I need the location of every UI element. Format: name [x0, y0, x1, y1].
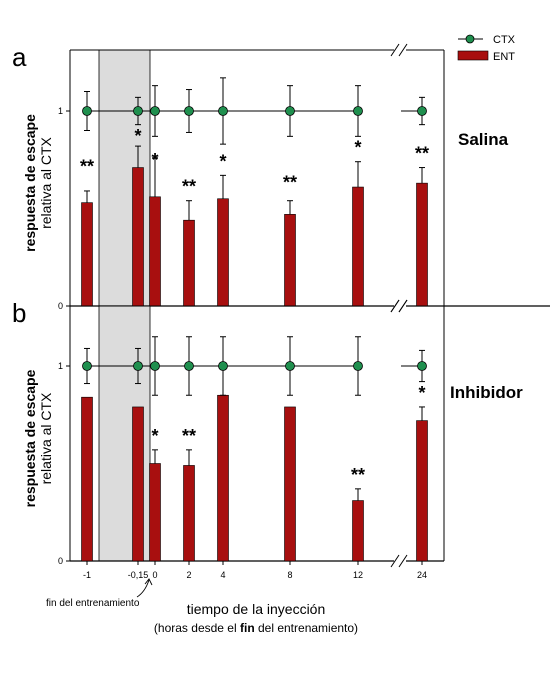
y-axis-label: relativa al CTX	[38, 136, 54, 228]
x-axis-subtitle: (horas desde el fin del entrenamiento)	[154, 621, 358, 635]
x-axis-subtitle-bold: fin	[240, 621, 255, 635]
note-arrow-head	[144, 578, 153, 586]
axis-break-mark	[390, 554, 400, 568]
ent-bar	[416, 420, 428, 562]
x-tick-label: -0,15	[128, 570, 149, 580]
significance-marker: *	[134, 126, 141, 146]
condition-label: Salina	[458, 130, 509, 149]
y-axis-label-bold: respuesta de escape	[22, 114, 38, 252]
significance-marker: **	[351, 465, 365, 485]
ctx-point	[285, 361, 295, 371]
legend-ent-swatch	[457, 50, 489, 61]
axis-break-mark	[398, 299, 408, 313]
significance-marker: *	[418, 383, 425, 403]
significance-marker: **	[182, 426, 196, 446]
ctx-point	[353, 361, 363, 371]
y-tick-label: 1	[58, 361, 63, 371]
ent-bar	[183, 219, 195, 307]
x-axis-title: tiempo de la inyección	[187, 601, 326, 617]
axis-break-mark	[390, 299, 400, 313]
x-tick-label: 4	[220, 570, 225, 580]
x-axis-subtitle-pre: (horas desde el	[154, 621, 240, 635]
x-tick-label: 24	[417, 570, 427, 580]
ent-bar	[81, 202, 93, 307]
ent-bar	[183, 465, 195, 562]
x-tick-label: 8	[287, 570, 292, 580]
ent-bar	[81, 396, 93, 562]
ctx-point	[417, 106, 427, 116]
ctx-point	[184, 361, 194, 371]
ent-bar	[149, 196, 161, 307]
ctx-point	[82, 361, 92, 371]
significance-marker: **	[80, 157, 94, 177]
ctx-point	[417, 361, 427, 371]
ctx-point	[133, 361, 143, 371]
ctx-point	[218, 361, 228, 371]
x-tick-label: 12	[353, 570, 363, 580]
significance-marker: *	[151, 426, 158, 446]
note-arrow	[136, 579, 150, 598]
y-axis-label-bold: respuesta de escape	[22, 369, 38, 507]
y-tick-label: 0	[58, 556, 63, 566]
significance-marker: **	[415, 144, 429, 164]
ent-bar	[416, 182, 428, 307]
ent-bar	[352, 500, 364, 562]
legend: CTX ENT	[457, 34, 516, 63]
condition-label: Inhibidor	[450, 383, 523, 402]
ctx-point	[150, 361, 160, 371]
ctx-point	[218, 106, 228, 116]
ctx-point	[184, 106, 194, 116]
x-tick-label: -1	[83, 570, 91, 580]
panel-letter: a	[12, 42, 27, 72]
significance-marker: **	[283, 173, 297, 193]
ent-bar	[132, 167, 144, 307]
ent-bar	[217, 198, 229, 307]
legend-ctx-label: CTX	[493, 34, 516, 46]
axis-break-mark	[398, 554, 408, 568]
ctx-point	[150, 106, 160, 116]
ctx-point	[82, 106, 92, 116]
x-axis-subtitle-post: del entrenamiento)	[255, 621, 358, 635]
ent-bar	[284, 214, 296, 307]
ctx-point	[285, 106, 295, 116]
panel-letter: b	[12, 298, 26, 328]
significance-marker: *	[354, 138, 361, 158]
x-tick-label: 2	[186, 570, 191, 580]
legend-ent-label: ENT	[493, 51, 515, 63]
y-axis-label: relativa al CTX	[38, 392, 54, 484]
axis-break-mark	[390, 43, 400, 57]
y-tick-label: 0	[58, 301, 63, 311]
ent-bar	[217, 394, 229, 562]
ent-bar	[284, 406, 296, 562]
axis-break-mark	[398, 43, 408, 57]
legend-ctx-marker	[465, 34, 475, 44]
ent-bar	[149, 463, 161, 562]
significance-marker: *	[219, 151, 226, 171]
ctx-point	[353, 106, 363, 116]
ctx-point	[133, 106, 143, 116]
y-tick-label: 1	[58, 106, 63, 116]
end-of-training-note: fin del entrenamiento	[46, 598, 140, 609]
significance-marker: *	[151, 150, 158, 170]
x-tick-label: 0	[152, 570, 157, 580]
significance-marker: **	[182, 177, 196, 197]
ent-bar	[132, 406, 144, 562]
ent-bar	[352, 186, 364, 307]
